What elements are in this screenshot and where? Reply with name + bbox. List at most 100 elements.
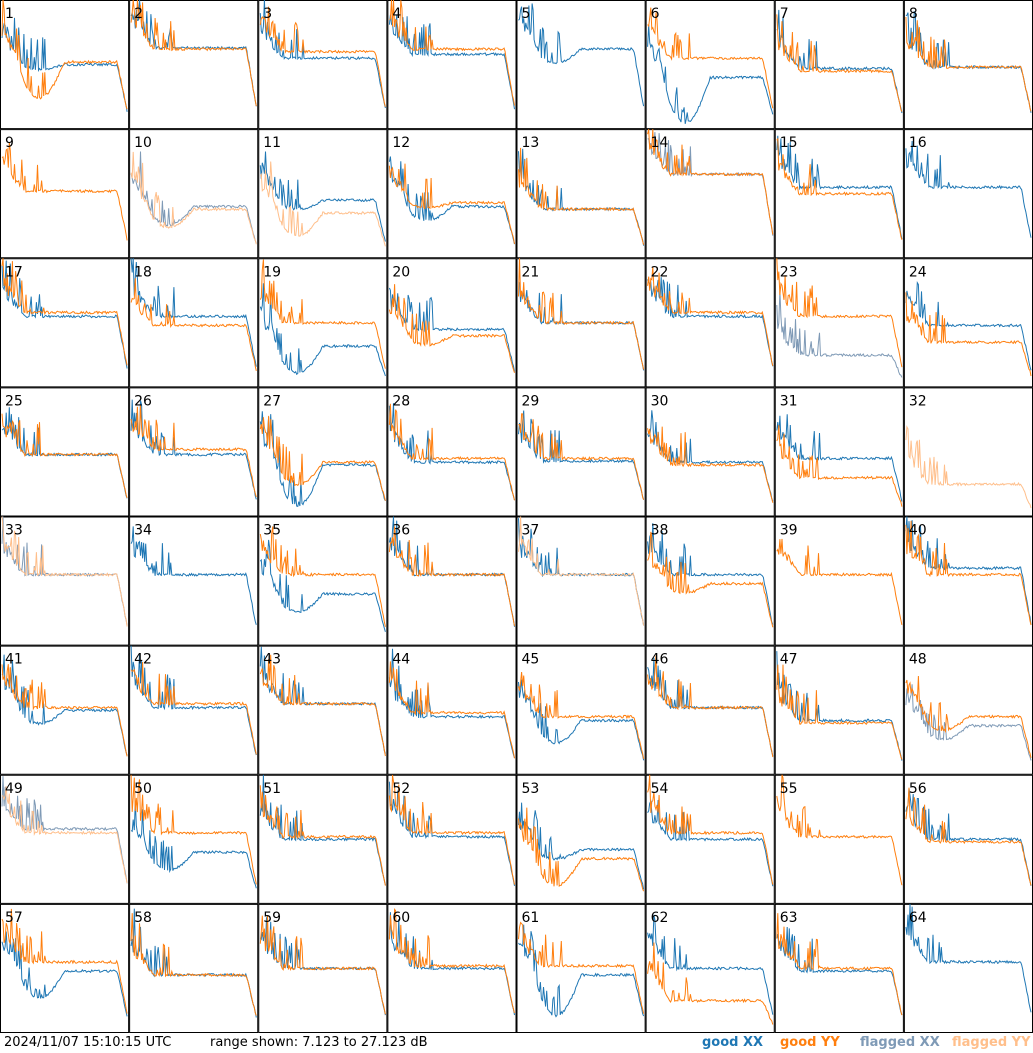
panel-21: 21 (516, 258, 646, 388)
panel-19: 19 (258, 258, 388, 388)
series-yy-41 (1, 664, 128, 757)
panel-label: 23 (780, 264, 798, 280)
panel-41: 41 (0, 645, 130, 775)
panel-label: 24 (909, 264, 927, 280)
panel-frame (774, 129, 904, 259)
series-xx-38 (647, 523, 774, 625)
panel-35: 35 (258, 516, 388, 646)
panel-label: 55 (780, 781, 798, 797)
series-xx-48 (905, 684, 1032, 761)
series-xx-34 (130, 526, 257, 625)
panel-61: 61 (516, 903, 646, 1033)
panel-label: 14 (651, 135, 669, 151)
panel-frame (774, 516, 904, 646)
panel-label: 38 (651, 523, 669, 539)
panel-frame (903, 645, 1033, 775)
series-yy-35 (259, 526, 386, 627)
series-yy-49 (1, 786, 128, 884)
panel-55: 55 (774, 774, 904, 904)
series-yy-54 (647, 774, 774, 885)
series-yy-58 (130, 913, 257, 1016)
series-yy-1 (1, 0, 128, 110)
panel-9: 9 (0, 129, 130, 259)
series-yy-7 (776, 14, 903, 112)
panel-48: 48 (903, 645, 1033, 775)
panel-label: 50 (134, 781, 152, 797)
panel-frame (129, 645, 259, 775)
panel-label: 64 (909, 910, 927, 926)
panel-7: 7 (774, 0, 904, 130)
panel-label: 41 (5, 652, 23, 668)
series-xx-17 (1, 260, 128, 369)
panel-label: 16 (909, 135, 927, 151)
series-yy-39 (776, 538, 903, 626)
series-yy-59 (259, 915, 386, 1015)
panel-label: 17 (5, 264, 23, 280)
series-yy-6 (647, 7, 774, 109)
footer-bar: 2024/11/07 15:10:15 UTC range shown: 7.1… (0, 1033, 1033, 1053)
panel-label: 26 (134, 393, 152, 409)
panel-frame (645, 0, 775, 130)
series-yy-28 (388, 403, 515, 501)
panel-frame (516, 129, 646, 259)
panel-label: 53 (522, 781, 540, 797)
series-yy-11 (259, 161, 386, 247)
panel-27: 27 (258, 387, 388, 517)
series-yy-15 (776, 137, 903, 240)
series-yy-32 (905, 425, 1032, 509)
panel-29: 29 (516, 387, 646, 517)
panel-50: 50 (129, 774, 259, 904)
panel-label: 21 (522, 264, 540, 280)
panel-label: 58 (134, 910, 152, 926)
series-yy-44 (388, 661, 515, 759)
panel-label: 31 (780, 393, 798, 409)
panel-16: 16 (903, 129, 1033, 259)
series-xx-1 (1, 17, 128, 112)
panel-frame (129, 516, 259, 646)
panel-label: 11 (263, 135, 281, 151)
panel-frame (516, 903, 646, 1033)
series-yy-24 (905, 292, 1032, 377)
panel-39: 39 (774, 516, 904, 646)
panel-label: 48 (909, 652, 927, 668)
panel-frame (645, 387, 775, 517)
panel-45: 45 (516, 645, 646, 775)
panel-label: 35 (263, 523, 281, 539)
panel-40: 40 (903, 516, 1033, 646)
series-xx-44 (388, 648, 515, 759)
panel-frame (387, 258, 517, 388)
series-yy-42 (130, 661, 257, 755)
panel-label: 43 (263, 652, 281, 668)
series-yy-10 (130, 151, 257, 245)
panel-46: 46 (645, 645, 775, 775)
series-xx-23 (776, 289, 903, 378)
panel-label: 8 (909, 6, 918, 22)
panel-label: 34 (134, 523, 152, 539)
panel-2: 2 (129, 0, 259, 130)
series-yy-47 (776, 664, 903, 760)
panel-62: 62 (645, 903, 775, 1033)
series-yy-31 (776, 425, 903, 507)
panel-frame (129, 129, 259, 259)
panel-43: 43 (258, 645, 388, 775)
series-yy-19 (259, 259, 386, 369)
series-yy-45 (518, 672, 645, 759)
series-yy-50 (130, 774, 257, 885)
panel-37: 37 (516, 516, 646, 646)
series-yy-38 (647, 531, 774, 628)
series-yy-25 (1, 413, 128, 499)
panel-frame (129, 387, 259, 517)
panel-36: 36 (387, 516, 517, 646)
series-yy-63 (776, 913, 903, 1016)
panel-26: 26 (129, 387, 259, 517)
panel-frame (129, 258, 259, 388)
panel-frame (516, 516, 646, 646)
panel-label: 1 (5, 6, 14, 22)
series-xx-47 (776, 651, 903, 761)
panel-label: 22 (651, 264, 669, 280)
panel-label: 7 (780, 6, 789, 22)
series-yy-18 (130, 278, 257, 372)
panel-label: 42 (134, 652, 152, 668)
panel-8: 8 (903, 0, 1033, 130)
